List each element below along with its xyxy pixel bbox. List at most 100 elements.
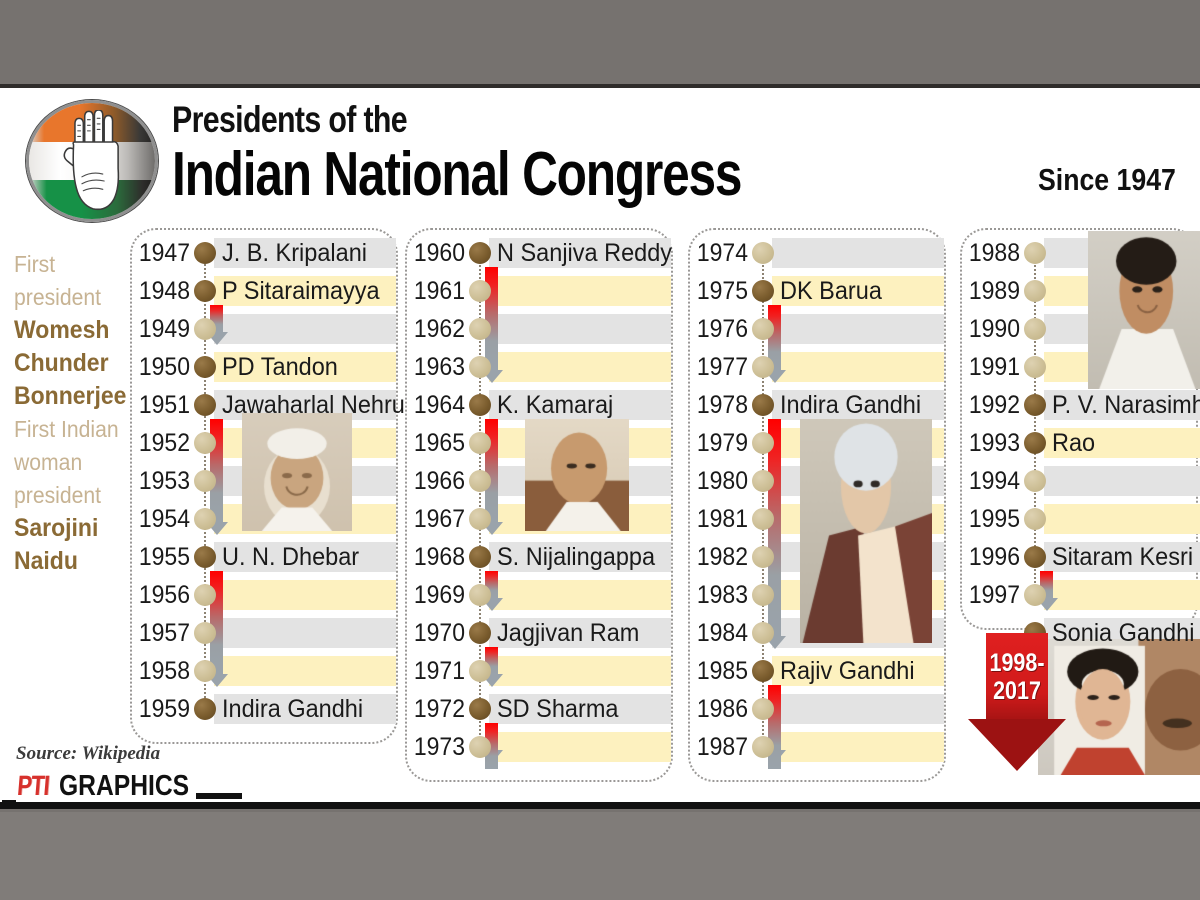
timeline-row-stripe	[489, 276, 671, 306]
timeline-year-label: 1983	[696, 581, 748, 609]
timeline-year-label: 1965	[413, 429, 465, 457]
timeline-year-label: 1961	[413, 277, 465, 305]
timeline-marker	[469, 584, 491, 606]
timeline-year-label: 1949	[138, 315, 190, 343]
timeline-row-stripe	[489, 656, 671, 686]
timeline-marker	[469, 508, 491, 530]
timeline-year-label: 1997	[968, 581, 1020, 609]
left-notes: First president Womesh Chunder Bonnerjee Firs…	[14, 248, 142, 578]
timeline-column-1: 1960 1961 1962 1963 1964 1965 1966 1967 1968 1969…	[405, 228, 673, 782]
note-line: Womesh	[14, 316, 110, 344]
timeline-marker-active	[752, 280, 774, 302]
timeline-row-stripe	[489, 732, 671, 762]
pti-rule-right	[196, 793, 242, 799]
note-line: president	[14, 284, 102, 310]
timeline-row-stripe	[489, 352, 671, 382]
timeline-column-3: 1988 1989 1990 1991 1992 1993 1994 1995 1996 1997…	[960, 228, 1200, 775]
note-line: Chunder	[14, 349, 109, 377]
timeline-year-label: 1995	[968, 505, 1020, 533]
timeline-year-label: 1951	[138, 391, 190, 419]
timeline-year-label: 1954	[138, 505, 190, 533]
timeline-year-label: 1962	[413, 315, 465, 343]
timeline-marker	[752, 584, 774, 606]
open-hand-icon	[63, 109, 120, 210]
portrait-photo-kamaraj	[525, 419, 629, 531]
timeline-column-2: 1974 1975 1976 1977 1978 1979 1980 1981 1982 1983…	[688, 228, 946, 782]
timeline-year-label: 1986	[696, 695, 748, 723]
timeline-marker-active	[194, 394, 216, 416]
timeline-row-stripe	[489, 390, 671, 420]
timeline-column-0: 1947 1948 1949 1950 1951 1952 1953 1954 1955 1956…	[130, 228, 405, 744]
timeline-row-stripe	[772, 352, 944, 382]
arrow-head	[968, 719, 1066, 771]
timeline-marker-active	[194, 356, 216, 378]
timeline-marker	[1024, 280, 1046, 302]
timeline-row-stripe	[1044, 466, 1200, 496]
pti-graphics-label: GRAPHICS	[58, 770, 189, 802]
infographic-canvas: Presidents of the Indian National Congre…	[0, 88, 1200, 806]
title-line-1: Presidents of the	[172, 99, 408, 140]
timeline-marker	[469, 318, 491, 340]
timeline-year-label: 1982	[696, 543, 748, 571]
timeline-year-label: 1958	[138, 657, 190, 685]
timeline-row-stripe	[1044, 580, 1200, 610]
timeline-marker	[752, 546, 774, 568]
indian-national-congress-logo	[22, 96, 164, 224]
timeline-row-stripe	[214, 276, 396, 306]
president-name: N Sanjiva Reddy	[497, 239, 673, 267]
note-line: Sarojini	[14, 514, 99, 542]
president-name: Jawaharlal Nehru	[222, 391, 405, 419]
timeline-marker	[1024, 242, 1046, 264]
timeline-marker	[194, 660, 216, 682]
timeline-year-label: 1947	[138, 239, 190, 267]
timeline-marker	[752, 432, 774, 454]
badge-year-end: 2017	[993, 677, 1041, 705]
president-name: Indira Gandhi	[222, 695, 364, 723]
timeline-row-stripe	[489, 542, 671, 572]
portrait-photo-indira	[800, 419, 932, 643]
timeline-marker	[469, 280, 491, 302]
timeline-marker	[752, 622, 774, 644]
timeline-year-label: 1970	[413, 619, 465, 647]
sonia-gandhi-term-badge: 1998- 2017	[968, 633, 1066, 771]
timeline-year-label: 1987	[696, 733, 748, 761]
timeline-year-label: 1966	[413, 467, 465, 495]
timeline-year-label: 1968	[413, 543, 465, 571]
timeline-row-stripe	[214, 352, 396, 382]
timeline-year-label: 1952	[138, 429, 190, 457]
timeline-year-label: 1950	[138, 353, 190, 381]
timeline-row-stripe	[1044, 542, 1200, 572]
timeline-row-stripe	[772, 276, 944, 306]
timeline-marker-active	[194, 698, 216, 720]
timeline-year-label: 1959	[138, 695, 190, 723]
timeline-year-label: 1948	[138, 277, 190, 305]
timeline-year-label: 1953	[138, 467, 190, 495]
timeline-marker	[469, 470, 491, 492]
timeline-row-stripe	[772, 314, 944, 344]
timeline-marker	[469, 660, 491, 682]
timeline-year-label: 1967	[413, 505, 465, 533]
timeline-marker	[752, 242, 774, 264]
timeline-row-stripe	[772, 732, 944, 762]
timeline-marker	[194, 432, 216, 454]
timeline-row-stripe	[772, 238, 944, 268]
timeline-marker	[1024, 318, 1046, 340]
president-name: P Sitaraimayya	[222, 277, 380, 305]
president-name: P. V. Narasimha	[1052, 391, 1200, 419]
timeline-year-label: 1975	[696, 277, 748, 305]
timeline-marker-active	[1024, 432, 1046, 454]
arrow-shaft	[986, 633, 1048, 719]
timeline-marker-active	[469, 698, 491, 720]
bottom-gray-band	[0, 812, 1200, 900]
bottom-black-rule	[0, 802, 1200, 809]
timeline-row-stripe	[1044, 428, 1200, 458]
president-name: J. B. Kripalani	[222, 239, 367, 267]
timeline-row-stripe	[214, 314, 396, 344]
top-gray-band	[0, 0, 1200, 84]
timeline-marker	[1024, 584, 1046, 606]
timeline-row-stripe	[489, 618, 671, 648]
timeline-year-label: 1977	[696, 353, 748, 381]
timeline-year-label: 1992	[968, 391, 1020, 419]
timeline-row-stripe	[772, 694, 944, 724]
